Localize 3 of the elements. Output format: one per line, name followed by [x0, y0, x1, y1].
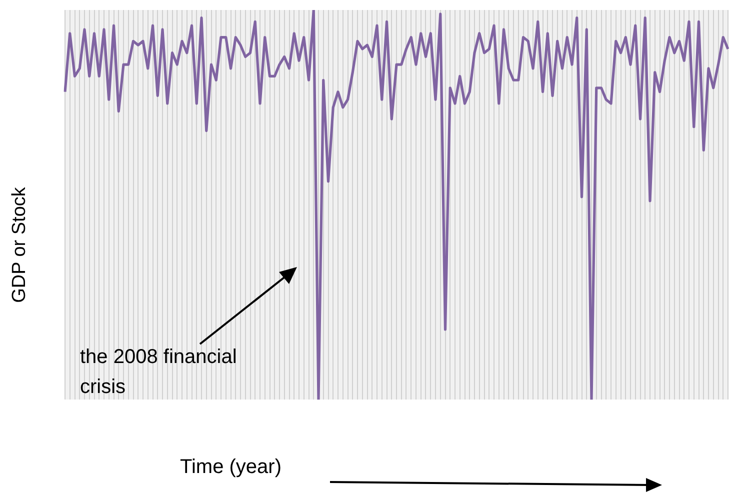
y-axis-title: GDP or Stock [9, 187, 31, 303]
x-axis-title: Time (year) [180, 456, 282, 479]
annotation: the 2008 financial crisis [80, 345, 238, 400]
